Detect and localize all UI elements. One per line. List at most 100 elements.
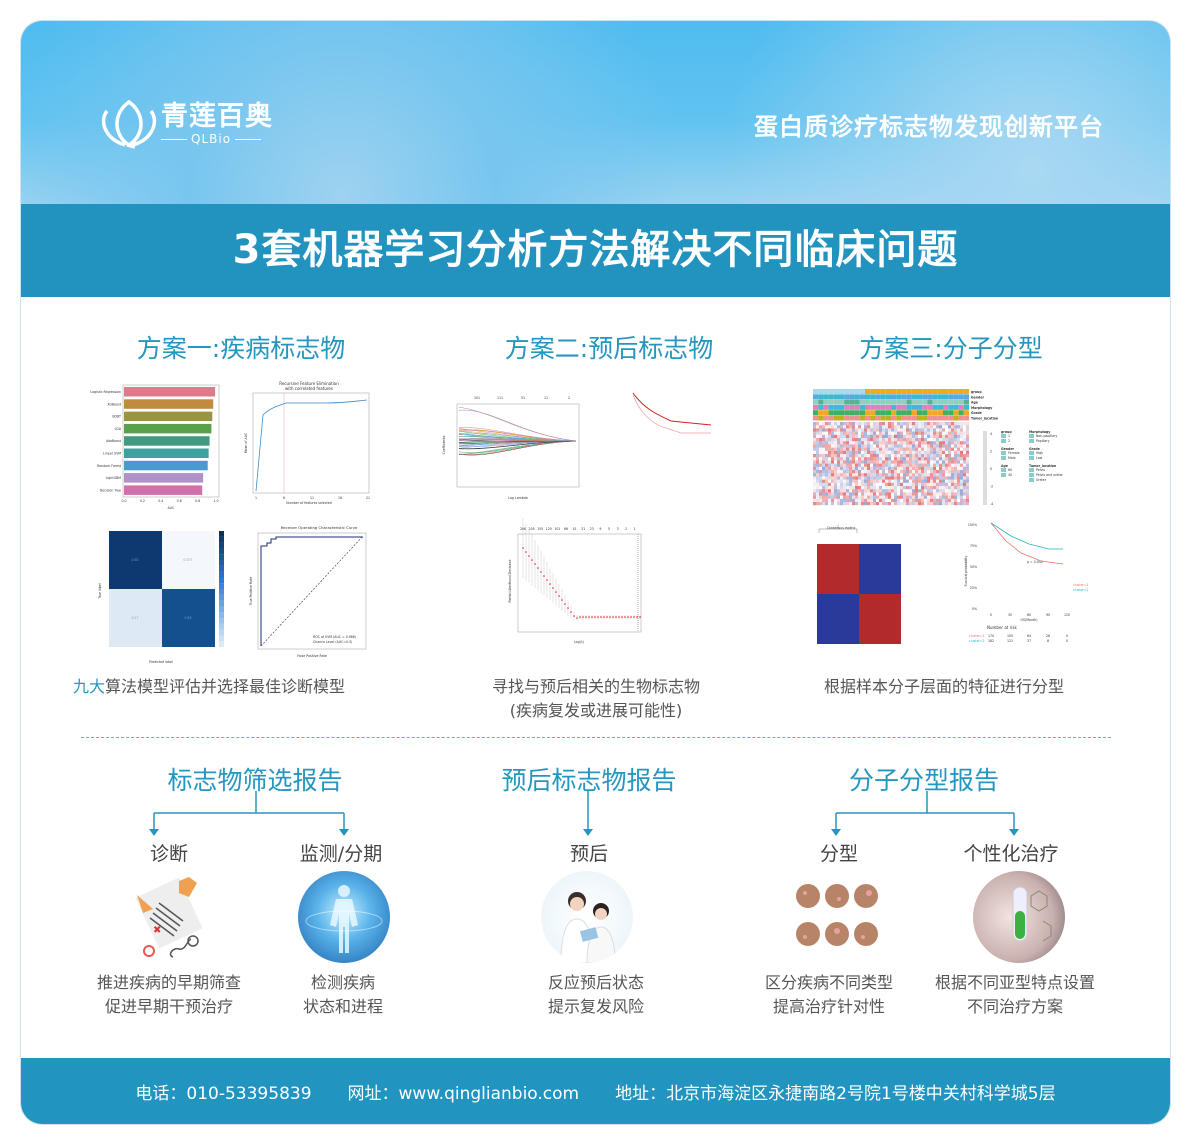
heatmap-cell xyxy=(918,447,921,451)
cv-point xyxy=(636,616,638,618)
heatmap-cell xyxy=(960,498,963,502)
heatmap-cell xyxy=(942,422,945,426)
heatmap-cell xyxy=(933,495,936,499)
annotation-label: Age xyxy=(971,401,978,405)
heatmap-cell xyxy=(939,441,942,445)
annotation-cell xyxy=(849,389,855,394)
lasso-path xyxy=(458,433,577,442)
desc-line: 根据不同亚型特点设置 xyxy=(934,973,1095,992)
heatmap-cell xyxy=(900,489,903,493)
footer-website[interactable]: 网址：www.qinglianbio.com xyxy=(347,1083,580,1104)
legend-item: 40 xyxy=(1008,473,1012,477)
heatmap-cell xyxy=(837,470,840,474)
poster: 青莲百奥 QLBio 蛋白质诊疗标志物发现创新平台 3套机器学习分析方法解决不同… xyxy=(20,20,1171,1125)
risk-value: 0 xyxy=(1066,639,1068,643)
bar-category-label: GDBT xyxy=(112,415,121,419)
heatmap-cell xyxy=(936,486,939,490)
heatmap-cell xyxy=(903,447,906,451)
heatmap-cell xyxy=(891,492,894,496)
heatmap-cell xyxy=(948,492,951,496)
heatmap-cell xyxy=(921,489,924,493)
heatmap-cell xyxy=(942,476,945,480)
heatmap-cell xyxy=(819,466,822,470)
heatmap-cell xyxy=(834,447,837,451)
heatmap-cell xyxy=(963,463,966,467)
heatmap-cell xyxy=(966,486,969,490)
heatmap-cell xyxy=(852,470,855,474)
heatmap-cell xyxy=(861,466,864,470)
heatmap-cell xyxy=(861,489,864,493)
annotation-cell xyxy=(833,394,839,400)
heatmap-cell xyxy=(921,457,924,461)
heatmap-cell xyxy=(966,447,969,451)
heatmap-cell xyxy=(912,489,915,493)
heatmap-cell xyxy=(876,454,879,458)
annotation-cell xyxy=(901,394,907,400)
annotation-cell xyxy=(823,404,829,410)
heatmap-cell xyxy=(834,476,837,480)
risk-value: 8 xyxy=(1047,639,1049,643)
cv-point xyxy=(567,607,569,609)
annotation-cell xyxy=(906,394,912,400)
annotation-cell xyxy=(865,394,871,400)
desc-line: 促进早期干预治疗 xyxy=(104,997,233,1016)
legend-group-title: Morphology xyxy=(1029,430,1051,434)
heatmap-cell xyxy=(957,489,960,493)
heatmap-cell xyxy=(819,476,822,480)
cv-frame xyxy=(517,533,642,633)
heatmap-cell xyxy=(888,470,891,474)
heatmap-cell xyxy=(918,470,921,474)
label-prognosis: 预后 xyxy=(569,843,608,865)
annotation-cell xyxy=(896,410,902,416)
annotation-cell xyxy=(849,415,855,421)
heatmap-cell xyxy=(882,450,885,454)
heatmap-cell xyxy=(924,460,927,464)
heatmap-cell xyxy=(825,428,828,432)
heatmap-cell xyxy=(951,463,954,467)
heatmap-cell xyxy=(957,502,960,506)
heatmap-cell xyxy=(846,486,849,490)
roc-legend-label: Chance Level (AUC=0.5) xyxy=(313,640,352,644)
heatmap-cell xyxy=(951,447,954,451)
heatmap-cell xyxy=(870,498,873,502)
heatmap-cell xyxy=(870,492,873,496)
heatmap-cell xyxy=(864,470,867,474)
heatmap-cell xyxy=(906,425,909,429)
heatmap-cell xyxy=(852,489,855,493)
heatmap-cell xyxy=(882,476,885,480)
heatmap-cell xyxy=(831,422,834,426)
heatmap-cell xyxy=(849,502,852,506)
heatmap-cell xyxy=(870,447,873,451)
annotation-cell xyxy=(813,415,819,421)
annotation-cell xyxy=(885,389,891,394)
heatmap-cell xyxy=(939,431,942,435)
heatmap-cell xyxy=(963,502,966,506)
heatmap-cell xyxy=(954,431,957,435)
heatmap-cell xyxy=(819,450,822,454)
heatmap-cell xyxy=(840,460,843,464)
consensus-block xyxy=(817,594,859,644)
cv-point xyxy=(552,587,554,589)
heatmap-cell xyxy=(894,422,897,426)
heatmap-cell xyxy=(828,473,831,477)
heatmap-cell xyxy=(849,431,852,435)
heatmap-scale-tick: 4 xyxy=(990,432,992,436)
annotation-cell xyxy=(896,394,902,400)
heatmap-cell xyxy=(945,495,948,499)
heatmap-cell xyxy=(849,434,852,438)
heatmap-cell xyxy=(900,473,903,476)
cv-point xyxy=(561,599,563,601)
heatmap-cell xyxy=(918,425,921,429)
heatmap-cell xyxy=(960,463,963,467)
cv-point xyxy=(555,591,557,593)
annotation-cell xyxy=(859,404,865,410)
annotation-cell xyxy=(849,399,855,405)
heatmap-cell xyxy=(903,428,906,432)
consensus-title: Consensus matrix xyxy=(827,526,856,530)
annotation-cell xyxy=(927,389,933,394)
heatmap-cell xyxy=(822,457,825,461)
bar-category-label: AdaBoost xyxy=(106,439,122,443)
heatmap-cell xyxy=(963,496,966,499)
heatmap-cell xyxy=(822,447,825,451)
